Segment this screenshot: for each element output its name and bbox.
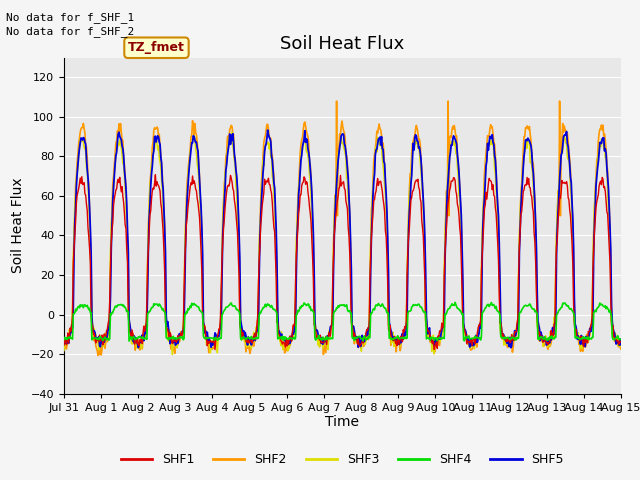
SHF3 bbox=[168, 352, 176, 358]
SHF2 bbox=[214, 331, 222, 336]
SHF3 bbox=[214, 337, 222, 343]
SHF3 bbox=[127, 340, 135, 346]
SHF4 bbox=[185, 307, 193, 312]
SHF5 bbox=[411, 135, 419, 141]
SHF4 bbox=[451, 300, 459, 305]
SHF5 bbox=[214, 333, 221, 339]
SHF1 bbox=[617, 339, 625, 345]
SHF4 bbox=[214, 337, 222, 343]
SHF1 bbox=[211, 347, 219, 352]
SHF5 bbox=[264, 127, 271, 133]
SHF4 bbox=[617, 336, 625, 342]
SHF1 bbox=[60, 342, 68, 348]
SHF3 bbox=[428, 348, 436, 354]
Text: No data for f_SHF_2: No data for f_SHF_2 bbox=[6, 26, 134, 37]
SHF4 bbox=[411, 302, 419, 308]
SHF5 bbox=[127, 336, 135, 341]
SHF3 bbox=[185, 162, 193, 168]
SHF2 bbox=[60, 340, 68, 346]
SHF1 bbox=[428, 340, 436, 346]
SHF1 bbox=[70, 246, 78, 252]
SHF2 bbox=[94, 353, 102, 359]
SHF2 bbox=[617, 346, 625, 352]
SHF5 bbox=[70, 250, 78, 255]
SHF4 bbox=[60, 336, 68, 342]
Y-axis label: Soil Heat Flux: Soil Heat Flux bbox=[12, 178, 25, 274]
SHF3 bbox=[617, 339, 625, 345]
SHF4 bbox=[128, 337, 136, 343]
SHF3 bbox=[70, 230, 78, 236]
SHF1 bbox=[127, 335, 135, 341]
SHF5 bbox=[617, 342, 625, 348]
SHF5 bbox=[184, 183, 192, 189]
SHF3 bbox=[228, 130, 236, 135]
Line: SHF2: SHF2 bbox=[64, 101, 621, 356]
SHF3 bbox=[60, 348, 68, 353]
SHF4 bbox=[70, 311, 78, 317]
SHF2 bbox=[333, 98, 340, 104]
Line: SHF4: SHF4 bbox=[64, 302, 621, 341]
SHF2 bbox=[70, 229, 78, 235]
Legend: SHF1, SHF2, SHF3, SHF4, SHF5: SHF1, SHF2, SHF3, SHF4, SHF5 bbox=[116, 448, 569, 471]
Line: SHF5: SHF5 bbox=[64, 130, 621, 348]
SHF5 bbox=[507, 345, 515, 350]
Title: Soil Heat Flux: Soil Heat Flux bbox=[280, 35, 404, 53]
Line: SHF3: SHF3 bbox=[64, 132, 621, 355]
SHF3 bbox=[412, 138, 419, 144]
SHF2 bbox=[185, 161, 193, 167]
SHF4 bbox=[428, 334, 435, 340]
Text: TZ_fmet: TZ_fmet bbox=[128, 41, 185, 54]
Text: No data for f_SHF_1: No data for f_SHF_1 bbox=[6, 12, 134, 23]
X-axis label: Time: Time bbox=[325, 415, 360, 430]
SHF2 bbox=[128, 336, 136, 342]
SHF5 bbox=[428, 337, 435, 343]
SHF1 bbox=[185, 198, 193, 204]
SHF1 bbox=[412, 179, 419, 184]
SHF2 bbox=[428, 336, 436, 342]
SHF1 bbox=[215, 326, 223, 332]
SHF1 bbox=[152, 172, 159, 178]
SHF2 bbox=[412, 126, 419, 132]
SHF4 bbox=[125, 338, 133, 344]
SHF5 bbox=[60, 336, 68, 342]
Line: SHF1: SHF1 bbox=[64, 175, 621, 349]
